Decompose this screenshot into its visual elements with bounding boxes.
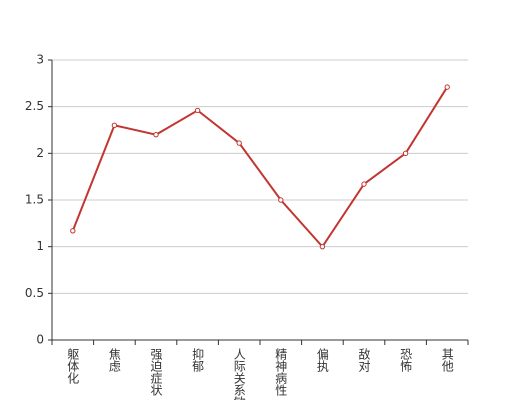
line: [71, 86, 449, 249]
point: [278, 197, 284, 203]
x-tick-label: 躯体化: [66, 347, 80, 385]
x-tick-label: 恐怖: [399, 348, 413, 372]
point: [402, 150, 409, 157]
point: [361, 181, 367, 187]
point: [111, 122, 118, 129]
y-tick-label: 1.5: [25, 193, 44, 207]
y-tick-label: 3: [36, 53, 44, 67]
x-tick-label: 强迫症状: [149, 348, 163, 396]
point: [236, 140, 242, 146]
point: [153, 131, 159, 138]
point: [194, 107, 201, 114]
y-tick-label: 0.5: [25, 286, 44, 300]
y-tick-label: 0: [36, 333, 44, 347]
point: [70, 228, 76, 234]
x-tick-label: 敌对: [357, 347, 371, 372]
x-tick-label: 抑郁: [191, 347, 205, 373]
x-tick-label: 精神病性: [274, 348, 288, 397]
y-tick-label: 2: [36, 146, 44, 160]
point: [444, 84, 450, 90]
y-tick-label: 2.5: [25, 99, 44, 113]
x-tick-label: 偏执: [315, 347, 329, 373]
x-tick-label: 其他: [440, 348, 454, 372]
y-tick-label: 1: [36, 239, 44, 253]
x-tick-label: 焦虑: [107, 348, 121, 372]
x-tick-label: 人际关系敏感: [232, 348, 246, 400]
point: [319, 243, 326, 250]
